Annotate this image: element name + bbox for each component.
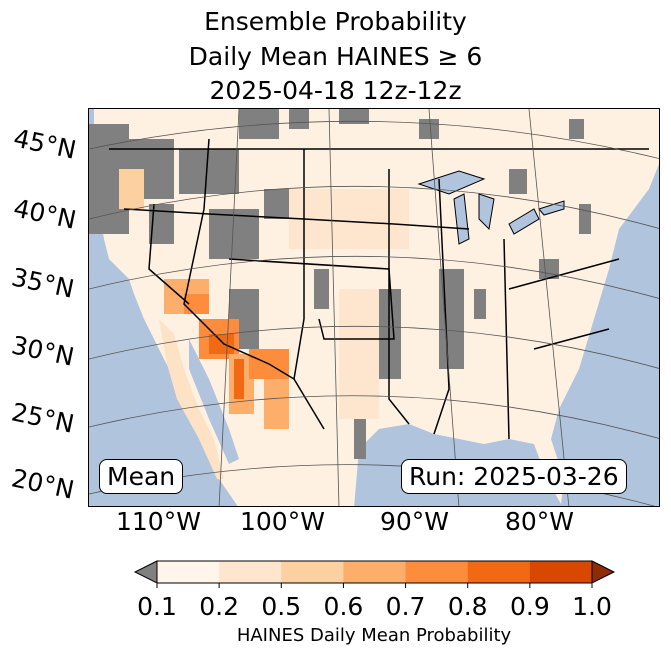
colorbar-segment [219, 561, 282, 583]
colorbar-tick-label: 0.2 [199, 592, 240, 621]
colorbar-tick-label: 1.0 [572, 592, 612, 621]
lat-label: 30°N [8, 330, 77, 372]
probability-map: Mean Run: 2025-03-26 [88, 108, 660, 507]
colorbar-segment [157, 561, 220, 583]
colorbar-label: HAINES Daily Mean Probability [236, 625, 512, 646]
lat-label: 40°N [10, 193, 79, 235]
lat-label: 35°N [8, 262, 77, 304]
great-lakes [417, 170, 565, 245]
colorbar-outline [156, 560, 593, 584]
colorbar-tick-label: 0.7 [385, 592, 426, 621]
colorbar-under-arrow [133, 560, 158, 584]
run-date-label: Run: 2025-03-26 [401, 459, 627, 494]
colorbar-over-arrow [591, 560, 616, 584]
map-canvas [89, 109, 659, 506]
colorbar-tick-label: 0.1 [137, 592, 177, 621]
colorbar-tick-label: 0.6 [323, 592, 364, 621]
lon-label: 100°W [240, 507, 325, 536]
mean-label: Mean [99, 459, 184, 494]
title-line-1: Ensemble Probability [204, 7, 467, 36]
colorbar-segment [529, 561, 593, 583]
lon-label: 90°W [380, 507, 450, 536]
colorbar-tick-label: 0.8 [447, 592, 488, 621]
title-line-2: Daily Mean HAINES ≥ 6 [188, 42, 483, 71]
lon-label: 80°W [505, 507, 575, 536]
colorbar-segment [467, 561, 531, 583]
high-probability-areas [119, 169, 409, 429]
lat-label: 45°N [10, 123, 79, 165]
state-borders [109, 138, 649, 440]
colorbar [133, 560, 616, 588]
colorbar-tick-label: 0.5 [261, 592, 302, 621]
colorbar-segment [405, 561, 469, 583]
baja-peninsula [159, 319, 224, 479]
lon-label: 110°W [116, 507, 201, 536]
graticule [89, 109, 659, 506]
gulf-of-california [189, 339, 239, 464]
title-line-3: 2025-04-18 12z-12z [209, 76, 462, 105]
lat-label: 25°N [8, 397, 77, 439]
colorbar-segment [343, 561, 407, 583]
lat-label: 20°N [8, 463, 77, 505]
colorbar-segment [281, 561, 344, 583]
colorbar-tick-label: 0.9 [509, 592, 550, 621]
